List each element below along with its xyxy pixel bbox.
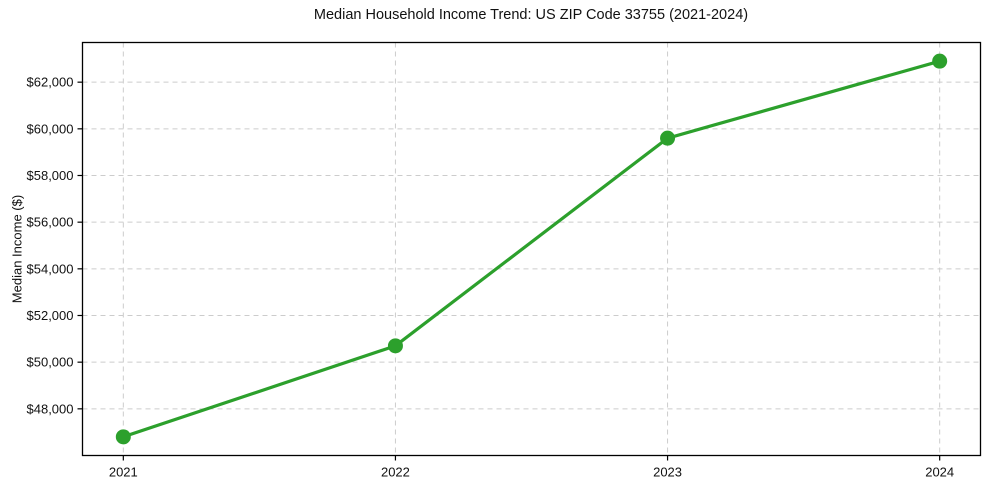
y-tick-label: $62,000 bbox=[27, 75, 74, 90]
data-point-marker bbox=[387, 338, 403, 354]
y-tick-label: $54,000 bbox=[27, 261, 74, 276]
y-tick-label: $56,000 bbox=[27, 215, 74, 230]
y-tick-label: $48,000 bbox=[27, 401, 74, 416]
x-tick-label: 2023 bbox=[653, 465, 682, 480]
data-line bbox=[121, 59, 942, 439]
x-tick-label: 2021 bbox=[109, 465, 138, 480]
x-tick-label: 2022 bbox=[381, 465, 410, 480]
axes-frame bbox=[81, 41, 982, 457]
data-point-marker bbox=[115, 429, 131, 445]
data-point-marker bbox=[932, 53, 948, 69]
y-tick-label: $60,000 bbox=[27, 121, 74, 136]
y-tick-label: $50,000 bbox=[27, 355, 74, 370]
y-tick-label: $58,000 bbox=[27, 168, 74, 183]
y-tick-label: $52,000 bbox=[27, 308, 74, 323]
chart-title: Median Household Income Trend: US ZIP Co… bbox=[313, 7, 749, 23]
data-point-marker bbox=[660, 130, 676, 146]
x-tick-label: 2024 bbox=[925, 465, 954, 480]
